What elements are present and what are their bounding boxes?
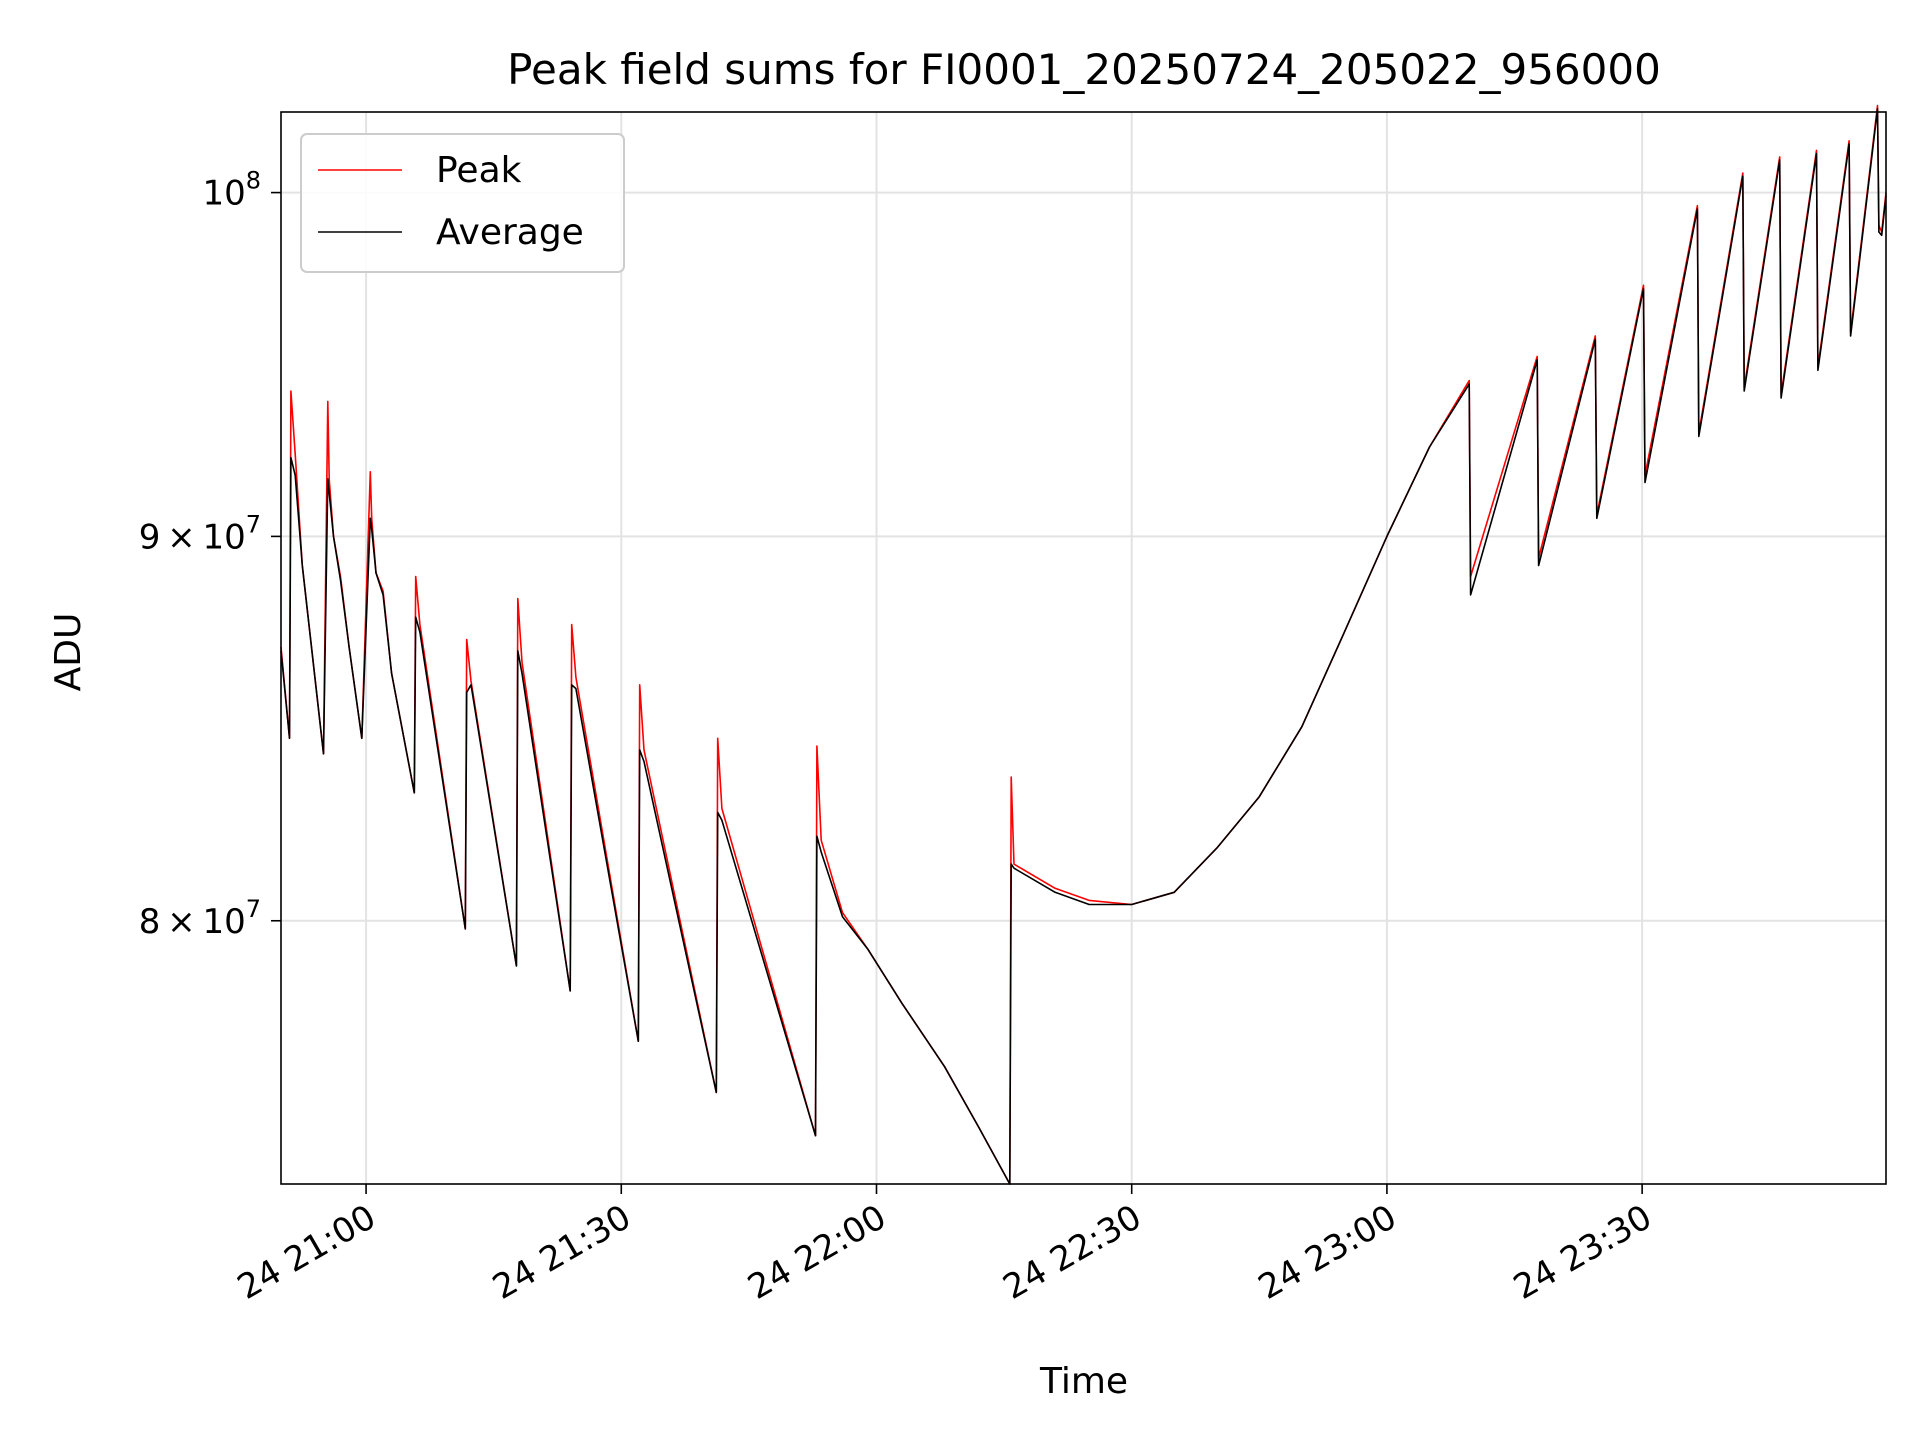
plot-frame: [280, 111, 1887, 1185]
legend-label-peak: Peak: [436, 150, 522, 191]
chart-title: Peak field sums for FI0001_20250724_2050…: [507, 45, 1661, 94]
y-axis-ticks: 8 × 107 9 × 107 108: [139, 167, 281, 942]
y-tick-label: 108: [202, 167, 261, 214]
y-tick-label: 9 × 107: [139, 510, 261, 557]
y-tick-label: 8 × 107: [139, 895, 261, 942]
legend: Peak Average: [300, 133, 625, 273]
series-line-average: [280, 108, 1887, 1185]
legend-box: [300, 133, 625, 273]
legend-label-average: Average: [436, 212, 584, 253]
y-axis-label: ADU: [48, 613, 89, 692]
series-layer: [280, 104, 1887, 1185]
x-axis-label: Time: [1039, 1361, 1128, 1402]
